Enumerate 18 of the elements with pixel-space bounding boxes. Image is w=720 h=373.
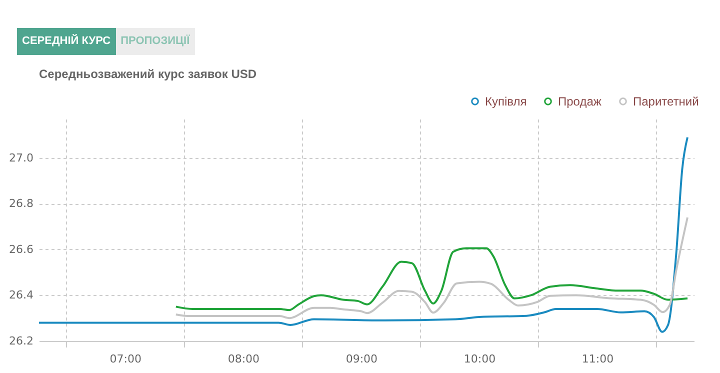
x-tick-label: 10:00 xyxy=(464,352,496,366)
text: ПРОПОЗИЦІЇ xyxy=(116,28,195,55)
x-tick-label: 07:00 xyxy=(110,352,142,366)
text: СЕРЕДНІЙ КУРС xyxy=(17,28,116,55)
legend-label: Продаж xyxy=(558,94,602,108)
x-tick-label: 11:00 xyxy=(582,352,614,366)
x-tick-label: 08:00 xyxy=(228,352,260,366)
y-tick-label: 26.8 xyxy=(9,197,34,210)
chart-title: Середньозважений курс заявок USD xyxy=(39,67,257,81)
legend-label: Паритетний xyxy=(633,94,699,108)
y-tick-label: 27.0 xyxy=(9,151,34,164)
legend-label: Купівля xyxy=(485,94,527,108)
y-tick-label: 26.2 xyxy=(9,334,34,348)
x-tick-label: 09:00 xyxy=(346,352,378,366)
line-series xyxy=(174,247,689,312)
line-series xyxy=(39,136,689,333)
y-tick-label: 26.6 xyxy=(9,242,34,256)
y-tick-label: 26.4 xyxy=(9,288,34,302)
